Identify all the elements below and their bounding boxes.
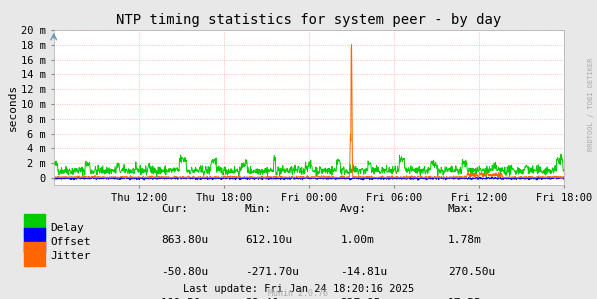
Offset <box>50 178 57 181</box>
Text: 17.55m: 17.55m <box>448 298 488 299</box>
Offset <box>241 175 248 179</box>
Delay <box>54 164 61 167</box>
Delay <box>341 173 348 176</box>
Text: 1.00m: 1.00m <box>340 236 374 245</box>
Jitter <box>348 43 355 47</box>
Text: Last update: Fri Jan 24 18:20:16 2025: Last update: Fri Jan 24 18:20:16 2025 <box>183 284 414 294</box>
Text: Munin 2.0.76: Munin 2.0.76 <box>269 289 328 298</box>
Delay <box>561 168 568 172</box>
Jitter <box>561 176 568 179</box>
Bar <box>24 214 45 238</box>
Offset <box>367 176 374 180</box>
Bar <box>24 242 45 266</box>
Jitter <box>367 175 374 179</box>
Jitter <box>278 175 285 179</box>
Jitter <box>507 176 514 179</box>
Line: Jitter: Jitter <box>54 45 564 178</box>
Text: Min:: Min: <box>245 204 272 214</box>
Text: Jitter: Jitter <box>51 251 91 261</box>
Text: 1.78m: 1.78m <box>448 236 482 245</box>
Offset <box>341 176 348 179</box>
Jitter <box>340 175 347 178</box>
Delay <box>153 175 160 178</box>
Delay <box>367 162 374 166</box>
Jitter <box>520 176 527 180</box>
Offset <box>278 176 285 180</box>
Text: -14.81u: -14.81u <box>340 267 387 277</box>
Line: Offset: Offset <box>54 177 564 180</box>
Offset <box>54 177 61 181</box>
Jitter <box>61 175 68 179</box>
Jitter <box>54 175 61 178</box>
Text: 270.50u: 270.50u <box>448 267 495 277</box>
Text: Offset: Offset <box>51 237 91 247</box>
Text: Avg:: Avg: <box>340 204 367 214</box>
Line: Delay: Delay <box>54 154 564 176</box>
Delay <box>278 170 285 173</box>
Text: 237.95u: 237.95u <box>340 298 387 299</box>
Jitter <box>50 176 57 179</box>
Text: 160.50u: 160.50u <box>161 298 208 299</box>
Offset <box>61 176 68 180</box>
Text: 38.40u: 38.40u <box>245 298 285 299</box>
Text: 863.80u: 863.80u <box>161 236 208 245</box>
Text: RRDTOOL / TOBI OETIKER: RRDTOOL / TOBI OETIKER <box>588 58 594 151</box>
Delay <box>61 168 68 172</box>
Text: -50.80u: -50.80u <box>161 267 208 277</box>
Text: Cur:: Cur: <box>161 204 188 214</box>
Y-axis label: seconds: seconds <box>8 84 19 131</box>
Delay <box>558 152 565 156</box>
Offset <box>414 179 421 182</box>
Text: -271.70u: -271.70u <box>245 267 298 277</box>
Text: Delay: Delay <box>51 223 85 233</box>
Bar <box>24 228 45 252</box>
Offset <box>507 177 514 181</box>
Offset <box>561 176 568 180</box>
Delay <box>507 172 514 176</box>
Delay <box>50 162 57 165</box>
Text: 612.10u: 612.10u <box>245 236 292 245</box>
Text: Max:: Max: <box>448 204 475 214</box>
Title: NTP timing statistics for system peer - by day: NTP timing statistics for system peer - … <box>116 13 501 27</box>
